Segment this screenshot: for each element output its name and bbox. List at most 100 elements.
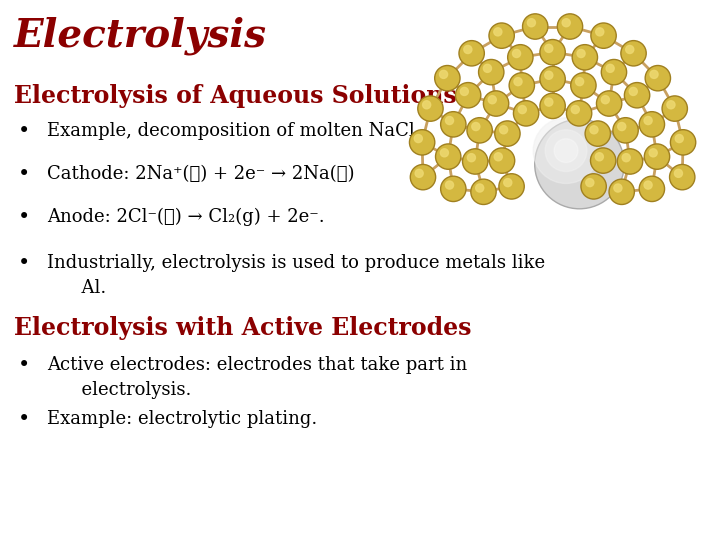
Text: •: • <box>18 122 30 140</box>
Circle shape <box>500 126 508 134</box>
Circle shape <box>639 176 665 201</box>
Circle shape <box>644 181 652 189</box>
Text: •: • <box>18 165 30 184</box>
Circle shape <box>645 65 670 91</box>
Text: Industrially, electrolysis is used to produce metals like
      Al.: Industrially, electrolysis is used to pr… <box>47 254 545 297</box>
Circle shape <box>441 112 466 137</box>
Text: Cathode: 2Na⁺(ℓ) + 2e⁻ → 2Na(ℓ): Cathode: 2Na⁺(ℓ) + 2e⁻ → 2Na(ℓ) <box>47 165 354 183</box>
Circle shape <box>410 165 436 190</box>
Circle shape <box>662 96 688 122</box>
Circle shape <box>504 179 512 187</box>
Circle shape <box>545 44 553 52</box>
Text: Anode: 2Cl⁻(ℓ) → Cl₂(g) + 2e⁻.: Anode: 2Cl⁻(ℓ) → Cl₂(g) + 2e⁻. <box>47 208 325 226</box>
Circle shape <box>441 148 449 157</box>
Circle shape <box>644 117 652 125</box>
Circle shape <box>476 184 484 192</box>
Circle shape <box>464 45 472 53</box>
Circle shape <box>595 28 604 36</box>
Circle shape <box>581 174 606 199</box>
Text: •: • <box>18 254 30 273</box>
Circle shape <box>414 134 423 143</box>
Circle shape <box>571 105 580 113</box>
Circle shape <box>591 23 616 48</box>
Circle shape <box>596 91 622 116</box>
Circle shape <box>590 126 598 134</box>
Circle shape <box>446 117 454 125</box>
Circle shape <box>622 153 630 161</box>
Circle shape <box>639 112 665 137</box>
Circle shape <box>614 184 622 192</box>
Circle shape <box>554 139 578 163</box>
Circle shape <box>601 96 609 104</box>
Circle shape <box>471 179 496 205</box>
Circle shape <box>621 40 647 66</box>
Circle shape <box>644 144 670 169</box>
Circle shape <box>415 169 423 177</box>
Circle shape <box>601 59 626 85</box>
Text: •: • <box>18 356 30 375</box>
Circle shape <box>508 45 533 70</box>
Circle shape <box>595 153 603 161</box>
Circle shape <box>567 100 592 126</box>
Circle shape <box>540 66 565 92</box>
Circle shape <box>435 65 460 91</box>
Circle shape <box>617 149 643 174</box>
Text: •: • <box>18 410 30 429</box>
Circle shape <box>540 39 565 65</box>
Circle shape <box>534 118 599 184</box>
Circle shape <box>467 153 475 161</box>
Circle shape <box>670 130 696 155</box>
Circle shape <box>489 23 514 48</box>
Circle shape <box>490 148 515 173</box>
Circle shape <box>675 169 683 177</box>
Text: •: • <box>18 208 30 227</box>
Circle shape <box>495 121 520 146</box>
Circle shape <box>670 165 695 190</box>
Circle shape <box>513 100 539 126</box>
Text: Example: electrolytic plating.: Example: electrolytic plating. <box>47 410 317 428</box>
Circle shape <box>667 101 675 109</box>
Circle shape <box>540 93 565 119</box>
Circle shape <box>527 19 536 27</box>
Circle shape <box>590 148 616 173</box>
Circle shape <box>613 118 638 143</box>
Circle shape <box>586 179 594 187</box>
Text: Electrolysis: Electrolysis <box>14 16 267 55</box>
Circle shape <box>499 174 524 199</box>
Circle shape <box>545 98 553 106</box>
Circle shape <box>571 73 596 98</box>
Circle shape <box>649 148 657 157</box>
Circle shape <box>518 105 526 113</box>
Circle shape <box>472 123 480 131</box>
Circle shape <box>575 78 584 86</box>
Circle shape <box>577 50 585 58</box>
Circle shape <box>629 87 637 96</box>
Circle shape <box>675 134 683 143</box>
Circle shape <box>618 123 626 131</box>
Circle shape <box>436 144 461 169</box>
Circle shape <box>423 101 431 109</box>
Circle shape <box>494 28 502 36</box>
Circle shape <box>441 176 466 201</box>
Circle shape <box>509 73 534 98</box>
Circle shape <box>557 14 582 39</box>
Text: Active electrodes: electrodes that take part in
      electrolysis.: Active electrodes: electrodes that take … <box>47 356 467 400</box>
Circle shape <box>483 91 509 116</box>
Circle shape <box>467 118 492 143</box>
Circle shape <box>479 59 504 85</box>
Text: Electrolysis of Aqueous Solutions: Electrolysis of Aqueous Solutions <box>14 84 457 107</box>
Circle shape <box>488 96 496 104</box>
Circle shape <box>410 130 435 155</box>
Circle shape <box>513 50 521 58</box>
Text: Example, decomposition of molten NaCl.: Example, decomposition of molten NaCl. <box>47 122 420 139</box>
Circle shape <box>545 71 553 79</box>
Circle shape <box>456 83 481 108</box>
Circle shape <box>606 64 614 72</box>
Circle shape <box>572 45 598 70</box>
Circle shape <box>562 19 570 27</box>
Circle shape <box>545 130 587 172</box>
Circle shape <box>494 153 503 161</box>
Circle shape <box>514 78 522 86</box>
Circle shape <box>609 179 634 205</box>
Circle shape <box>650 70 658 78</box>
